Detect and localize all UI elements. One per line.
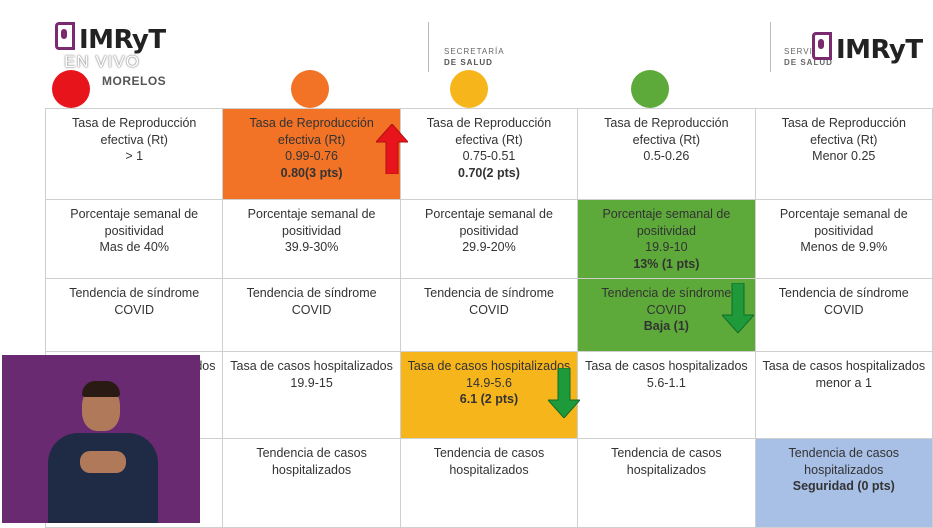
table-cell: Tasa de casos hospitalizados 5.6-1.1 xyxy=(577,351,756,439)
secretaria-line1: SECRETARÍA xyxy=(444,47,505,56)
table-cell: Tasa de Reproducción efectiva (Rt) 0.99-0… xyxy=(222,108,401,200)
cell-line: menor a 1 xyxy=(815,375,872,390)
cell-line: Tendencia de casos hospitalizados xyxy=(433,446,545,477)
cell-line: 0.5-0.26 xyxy=(643,149,690,163)
cell-line: Porcentaje semanal de positividad xyxy=(602,207,731,238)
header-divider-right xyxy=(770,22,771,72)
table-cell: Porcentaje semanal de positividad Menos d… xyxy=(754,199,933,279)
interpreter-hands xyxy=(80,451,126,473)
table-cell: Tendencia de síndrome COVID xyxy=(754,278,933,352)
table-row: Tasa de casos hospitalizadosTasa de caso… xyxy=(44,351,933,439)
cell-line: 0.80(3 pts) xyxy=(280,165,343,180)
table-cell: Tendencia de casos hospitalizados xyxy=(577,438,756,528)
cell-line: Tendencia de síndrome COVID xyxy=(424,286,554,317)
cell-line: Tendencia de casos hospitalizados xyxy=(788,446,900,477)
arrow-up-icon xyxy=(376,124,408,174)
morelos-label: MORELOS xyxy=(102,74,167,88)
cell-line: Tasa de casos hospitalizados xyxy=(407,359,571,373)
cell-line: Menor 0.25 xyxy=(812,149,876,163)
servicios-line2: DE SALUD xyxy=(784,58,833,67)
cell-line: 0.75-0.51 xyxy=(462,149,516,163)
cell-line: 0.70(2 pts) xyxy=(458,165,520,180)
cell-line: Tasa de Reproducción efectiva (Rt) xyxy=(781,116,906,147)
cell-line: Porcentaje semanal de positividad xyxy=(425,207,553,238)
cell-line: Porcentaje semanal de positividad xyxy=(779,207,908,238)
table-cell: Tasa de casos hospitalizados menor a 1 xyxy=(754,351,933,439)
table-row: Tasa de Reproducción efectiva (Rt) > 1 Tas… xyxy=(44,108,933,200)
header-divider xyxy=(428,22,429,72)
cell-line: Baja (1) xyxy=(643,319,689,333)
cell-line: 13% (1 pts) xyxy=(633,256,700,271)
table-cell: Tasa de Reproducción efectiva (Rt) 0.75-0… xyxy=(399,108,579,200)
cell-line: 39.9-30% xyxy=(284,240,339,254)
cell-line: Tasa de Reproducción efectiva (Rt) xyxy=(249,116,374,147)
cell-line: Tasa de Reproducción efectiva (Rt) xyxy=(426,116,552,147)
table-cell: Tendencia de casos hospitalizados xyxy=(222,438,401,528)
en-vivo-label: EN VIVO xyxy=(64,52,140,71)
cell-line: 0.99-0.76 xyxy=(285,149,338,163)
orange-status-dot xyxy=(291,70,329,108)
logo-right-text: IMRyT xyxy=(836,35,923,65)
table-cell: Tendencia de síndrome COVID xyxy=(44,278,224,352)
cell-line: Porcentaje semanal de positividad xyxy=(70,207,199,238)
table-cell: Tasa de casos hospitalizados 19.9-15 xyxy=(222,351,401,439)
cell-line: Tendencia de síndrome COVID xyxy=(246,286,377,317)
cell-line: 6.1 (2 pts) xyxy=(459,392,519,406)
servicios-salud-logo: SERVI DE SALUD xyxy=(784,46,833,68)
table-cell: Tendencia de síndrome COVID xyxy=(399,278,579,352)
arrow-down-icon xyxy=(548,368,580,418)
cell-line: 29.9-20% xyxy=(462,240,516,254)
table-cell: Tasa de casos hospitalizados 14.9-5.6 6.1 … xyxy=(399,351,579,439)
table-cell: Tasa de Reproducción efectiva (Rt) Menor … xyxy=(754,108,933,200)
cell-line: Tendencia de síndrome COVID xyxy=(778,286,909,317)
imryt-logo-left: IMRyT xyxy=(55,22,166,55)
table-cell: Tasa de Reproducción efectiva (Rt) 0.5-0.… xyxy=(577,108,756,200)
cell-line: Tasa de Reproducción efectiva (Rt) xyxy=(72,116,197,147)
green-status-dot xyxy=(631,70,669,108)
cell-line: 19.9-15 xyxy=(290,375,333,390)
table-cell: Porcentaje semanal de positividad 39.9-30… xyxy=(222,199,401,279)
cell-line: Tendencia de síndrome COVID xyxy=(69,286,200,317)
table-cell: Tendencia de síndrome COVID xyxy=(222,278,401,352)
table-cell: Porcentaje semanal de positividad 29.9-20… xyxy=(399,199,579,279)
yellow-status-dot xyxy=(450,70,488,108)
sign-language-interpreter-video xyxy=(2,355,200,523)
cell-line: 14.9-5.6 xyxy=(466,375,512,390)
interpreter-body xyxy=(48,433,158,523)
cell-line: Tendencia de casos hospitalizados xyxy=(256,446,367,477)
table-row: Tendencia de casos hospitalizados Tendenc… xyxy=(44,438,933,528)
table-row: Porcentaje semanal de positividad Mas de … xyxy=(44,199,933,279)
cell-line: Tendencia de casos hospitalizados xyxy=(611,446,722,477)
semaforo-table: Tasa de Reproducción efectiva (Rt) > 1 Tas… xyxy=(44,108,933,528)
cell-line: Tendencia de síndrome COVID xyxy=(601,286,732,317)
table-cell: Porcentaje semanal de positividad Mas de … xyxy=(44,199,224,279)
secretaria-salud-logo: SECRETARÍA DE SALUD xyxy=(444,46,505,68)
cell-line: Tasa de Reproducción efectiva (Rt) xyxy=(604,116,729,147)
cell-line: Tasa de casos hospitalizados xyxy=(762,359,926,373)
imryt-logo-right: IMRyT xyxy=(812,32,923,65)
table-cell: Porcentaje semanal de positividad 19.9-10… xyxy=(577,199,756,279)
imryt-logo-mark-icon xyxy=(812,32,832,60)
imryt-logo-mark-icon xyxy=(55,22,75,50)
servicios-line1: SERVI xyxy=(784,47,813,56)
interpreter-hair xyxy=(82,381,120,397)
cell-line: Seguridad (0 pts) xyxy=(792,479,895,493)
table-row: Tendencia de síndrome COVID Tendencia de … xyxy=(44,278,933,352)
logo-left-text: IMRyT xyxy=(79,25,166,55)
cell-line: 19.9-10 xyxy=(645,240,688,254)
table-cell: Tendencia de casos hospitalizados Segurid… xyxy=(754,438,933,528)
cell-line: Mas de 40% xyxy=(99,240,169,254)
cell-line: 5.6-1.1 xyxy=(646,375,686,390)
cell-line: Tasa de casos hospitalizados xyxy=(230,359,393,373)
secretaria-line2: DE SALUD xyxy=(444,58,493,67)
cell-line: Porcentaje semanal de positividad xyxy=(247,207,376,238)
arrow-down-icon xyxy=(722,283,754,333)
red-status-dot xyxy=(52,70,90,108)
table-cell: Tasa de Reproducción efectiva (Rt) > 1 xyxy=(44,108,224,200)
table-cell: Tendencia de casos hospitalizados xyxy=(399,438,579,528)
cell-line: > 1 xyxy=(125,149,144,163)
cell-line: Menos de 9.9% xyxy=(800,240,888,254)
cell-line: Tasa de casos hospitalizados xyxy=(585,359,748,373)
